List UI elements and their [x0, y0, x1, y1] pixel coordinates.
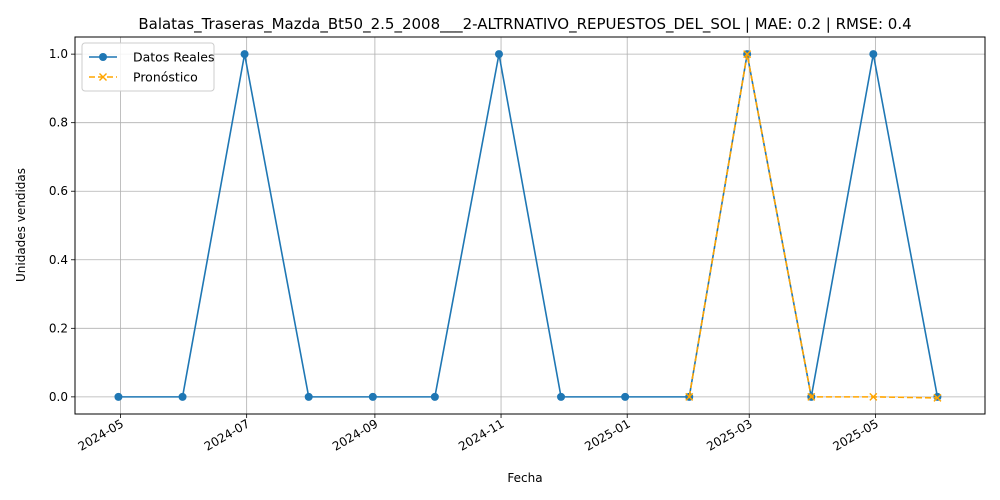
- chart-title: Balatas_Traseras_Mazda_Bt50_2.5_2008___2…: [138, 15, 911, 34]
- x-axis-label: Fecha: [507, 471, 542, 485]
- series-line: [118, 53, 939, 398]
- y-tick-label: 1.0: [49, 47, 68, 61]
- series-layer: [114, 50, 942, 402]
- legend-marker: [99, 73, 107, 81]
- data-point: [933, 392, 942, 401]
- plot-frame: [74, 36, 986, 415]
- data-point: [869, 392, 878, 401]
- data-point: [869, 50, 878, 59]
- y-axis-label: Unidades vendidas: [14, 168, 28, 282]
- marker-stroke: [869, 392, 878, 401]
- legend-label: Datos Reales: [133, 50, 214, 65]
- legend: Datos Reales Pronóstico: [81, 42, 215, 92]
- y-tick-label: 0.2: [49, 321, 68, 335]
- data-point: [621, 392, 630, 401]
- legend-entry: Datos Reales: [89, 50, 214, 65]
- series-pronostico: [685, 50, 942, 402]
- series-datos-reales: [114, 50, 942, 401]
- data-point: [557, 392, 566, 401]
- grid: [75, 37, 985, 414]
- legend-marker: [99, 53, 107, 61]
- legend-box: [81, 42, 215, 92]
- data-point: [807, 392, 816, 401]
- data-point: [685, 392, 694, 401]
- data-point: [743, 50, 752, 59]
- data-point: [114, 392, 123, 401]
- y-tick-label: 0.8: [49, 116, 68, 130]
- marker-stroke: [685, 392, 694, 401]
- legend-label: Pronóstico: [133, 70, 198, 85]
- data-point: [178, 392, 187, 401]
- data-point: [240, 50, 249, 59]
- y-tick-label: 0.0: [49, 390, 68, 404]
- marker-stroke: [933, 393, 942, 402]
- data-point: [368, 392, 377, 401]
- y-tick-label: 0.4: [49, 253, 68, 267]
- y-tick-label: 0.6: [49, 184, 68, 198]
- data-point: [430, 392, 439, 401]
- marker-stroke: [807, 392, 816, 401]
- marker-stroke: [743, 50, 752, 59]
- data-point: [304, 392, 313, 401]
- data-point: [933, 393, 942, 402]
- legend-entry: Pronóstico: [89, 70, 198, 85]
- y-axis-ticks: 0.0 0.2 0.4 0.6 0.8 1.0: [49, 47, 75, 404]
- data-point: [494, 50, 503, 59]
